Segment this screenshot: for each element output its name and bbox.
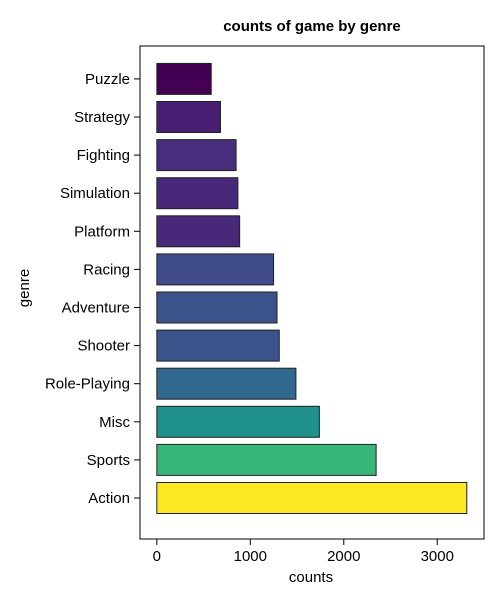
y-tick-label-fighting: Fighting xyxy=(77,147,130,164)
x-tick-label-2000: 2000 xyxy=(327,548,360,565)
y-tick-label-misc: Misc xyxy=(99,414,130,431)
x-tick-label-0: 0 xyxy=(153,548,161,565)
bar-simulation xyxy=(156,177,239,210)
bar-adventure xyxy=(156,291,278,324)
x-tick-label-1000: 1000 xyxy=(234,548,267,565)
y-axis-label: genre xyxy=(16,269,33,307)
y-tick-label-simulation: Simulation xyxy=(60,185,130,202)
bar-racing xyxy=(156,253,275,286)
bar-fighting xyxy=(156,139,237,172)
y-tick-label-adventure: Adventure xyxy=(62,300,130,317)
y-tick-label-strategy: Strategy xyxy=(74,109,130,126)
bar-platform xyxy=(156,215,241,248)
bar-action xyxy=(156,482,468,514)
bars-group xyxy=(156,62,468,514)
x-axis-label: counts xyxy=(289,569,333,586)
y-tick-label-action: Action xyxy=(88,490,130,507)
bar-misc xyxy=(156,405,320,438)
bar-shooter xyxy=(156,329,280,362)
bar-sports xyxy=(156,443,377,476)
bar-role-playing xyxy=(156,367,297,400)
x-axis: 0 1000 2000 3000 xyxy=(153,539,454,565)
y-tick-label-platform: Platform xyxy=(74,223,130,240)
y-tick-label-shooter: Shooter xyxy=(77,338,130,355)
x-tick-label-3000: 3000 xyxy=(421,548,454,565)
y-tick-label-role-playing: Role-Playing xyxy=(45,376,130,393)
y-tick-label-racing: Racing xyxy=(83,261,130,278)
y-tick-label-puzzle: Puzzle xyxy=(85,71,130,88)
plot-frame xyxy=(139,45,485,540)
bar-puzzle xyxy=(156,62,212,95)
y-axis: Action Sports Misc Role-Playing Shooter Adven… xyxy=(45,71,140,507)
y-tick-label-sports: Sports xyxy=(87,452,130,469)
chart-title: counts of game by genre xyxy=(223,18,401,35)
bar-strategy xyxy=(156,101,221,133)
